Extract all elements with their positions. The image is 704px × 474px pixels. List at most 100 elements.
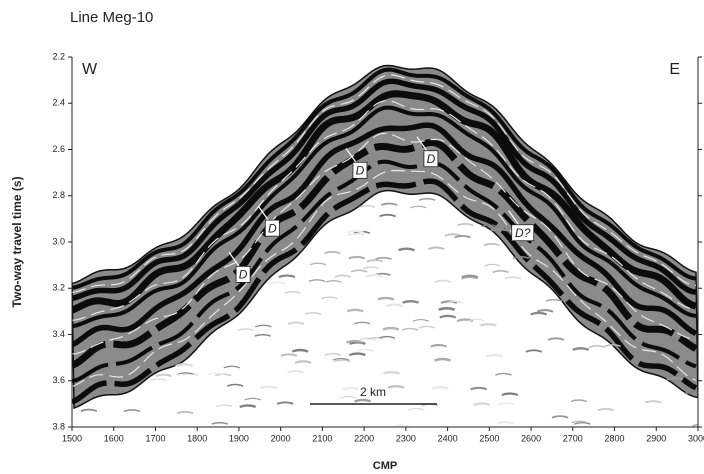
- texture: [332, 357, 350, 361]
- texture: [244, 397, 262, 401]
- texture: [402, 300, 420, 304]
- reflector-light: [72, 132, 697, 355]
- texture: [276, 401, 294, 405]
- texture: [412, 319, 429, 322]
- annotation-arrow: [257, 205, 269, 221]
- texture: [309, 262, 327, 266]
- texture: [440, 300, 458, 304]
- texture: [80, 408, 98, 412]
- annotation-box: [352, 161, 368, 179]
- texture: [504, 276, 522, 280]
- texture: [346, 308, 364, 313]
- annotation-arrow: [345, 147, 357, 163]
- texture: [354, 398, 372, 403]
- texture: [325, 280, 342, 283]
- texture: [387, 385, 405, 389]
- texture: [357, 349, 374, 352]
- texture: [498, 402, 515, 406]
- texture: [431, 386, 449, 390]
- texture: [378, 335, 396, 339]
- texture: [239, 404, 257, 408]
- texture: [379, 213, 396, 218]
- x-tick-label: 2300: [396, 433, 416, 443]
- chart-title: Line Meg-10: [70, 9, 153, 26]
- texture: [484, 263, 501, 267]
- x-tick-label: 2400: [438, 433, 458, 443]
- texture: [401, 327, 419, 331]
- annotation-arrow: [228, 252, 240, 267]
- y-tick-label: 2.4: [52, 98, 65, 108]
- texture: [280, 353, 298, 357]
- texture: [324, 353, 341, 356]
- texture: [536, 309, 554, 313]
- reflector: [72, 90, 697, 314]
- x-tick-label: 2800: [605, 433, 625, 443]
- texture: [383, 370, 400, 375]
- texture: [438, 306, 456, 311]
- texture: [287, 370, 304, 374]
- texture: [490, 228, 508, 232]
- texture: [366, 337, 384, 340]
- texture: [570, 399, 588, 403]
- texture: [215, 404, 233, 408]
- texture: [418, 197, 436, 201]
- texture: [324, 250, 341, 255]
- texture: [346, 339, 363, 344]
- texture: [291, 348, 309, 353]
- texture: [362, 266, 380, 270]
- texture: [571, 420, 589, 424]
- texture: [501, 392, 519, 397]
- annotation-label: D: [239, 268, 248, 282]
- x-tick-label: 1800: [187, 433, 207, 443]
- texture: [284, 290, 302, 294]
- texture: [268, 281, 286, 285]
- texture: [176, 410, 194, 415]
- y-axis-label: Two-way travel time (s): [10, 176, 24, 307]
- texture: [382, 326, 400, 331]
- texture: [457, 223, 474, 227]
- y-tick-label: 3.8: [52, 421, 65, 431]
- texture: [454, 235, 471, 239]
- texture: [294, 360, 312, 364]
- texture: [446, 300, 464, 304]
- texture: [456, 318, 474, 323]
- annotation-arrow: [416, 136, 428, 152]
- texture: [483, 243, 500, 246]
- x-tick-label: 1900: [229, 433, 249, 443]
- texture: [304, 312, 322, 315]
- y-tick-label: 3.4: [52, 329, 65, 339]
- annotation-label: D: [427, 152, 436, 166]
- texture: [492, 269, 510, 274]
- texture: [386, 303, 403, 307]
- texture: [545, 298, 563, 302]
- texture: [574, 421, 591, 425]
- texture: [377, 296, 395, 301]
- texture: [278, 274, 296, 278]
- texture: [666, 377, 683, 381]
- texture: [350, 269, 368, 273]
- annotation-arrow: [508, 210, 520, 226]
- texture: [497, 421, 514, 425]
- x-axis-label: CMP: [373, 460, 397, 472]
- texture: [407, 407, 425, 411]
- reflector-light: [72, 169, 697, 388]
- reflector-light: [72, 99, 697, 321]
- texture: [308, 279, 326, 282]
- texture: [644, 400, 662, 404]
- reflector: [72, 78, 697, 302]
- annotation-box: [511, 224, 535, 242]
- texture: [468, 318, 485, 322]
- x-tick-label: 2500: [479, 433, 499, 443]
- texture: [358, 205, 376, 208]
- y-tick-label: 3.6: [52, 375, 65, 385]
- texture: [177, 372, 194, 375]
- texture: [434, 279, 452, 283]
- texture: [347, 230, 364, 234]
- reflector: [72, 178, 698, 405]
- texture: [149, 378, 167, 381]
- texture: [207, 372, 224, 376]
- reflector-light: [72, 74, 697, 294]
- texture: [349, 352, 366, 357]
- texture: [473, 402, 491, 406]
- texture: [439, 314, 457, 319]
